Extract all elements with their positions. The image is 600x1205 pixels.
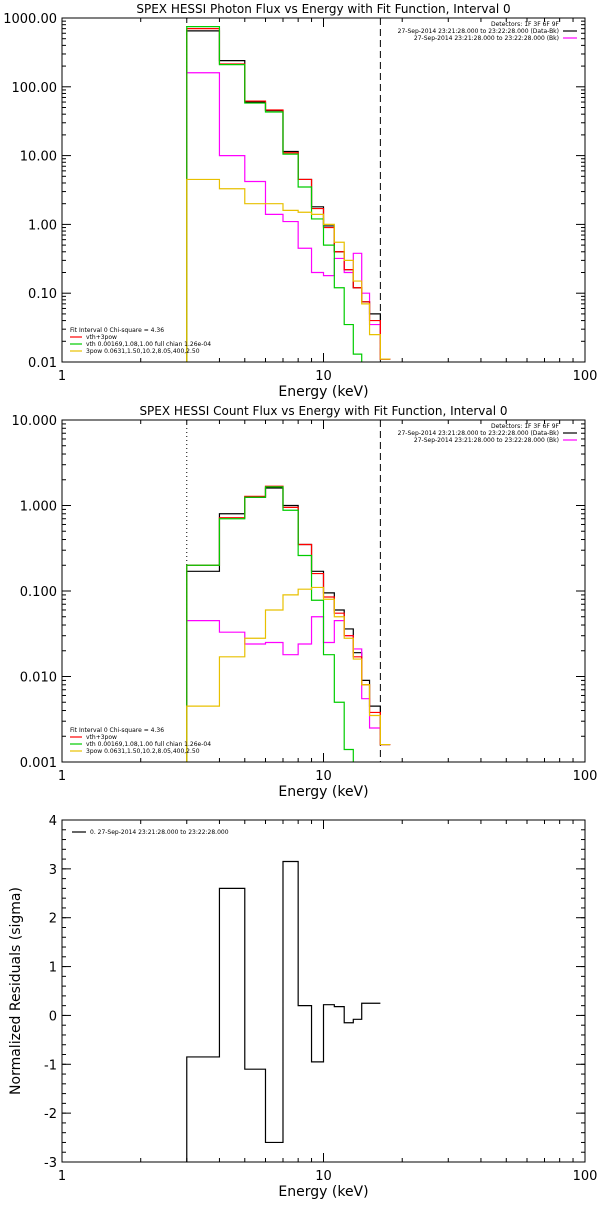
- fit-line: vth 0.00169,1.08,1.00 full chian 1.26e-0…: [86, 341, 211, 348]
- x-axis-label: Energy (keV): [278, 1184, 368, 1200]
- x-tick-label: 10: [315, 769, 332, 784]
- chart-title: SPEX HESSI Photon Flux vs Energy with Fi…: [136, 2, 510, 16]
- chart-title: SPEX HESSI Count Flux vs Energy with Fit…: [139, 404, 507, 418]
- fit-line: Fit Interval 0 Chi-square = 4.36: [70, 327, 164, 334]
- y-tick-label: 2: [49, 912, 57, 927]
- y-tick-label: -2: [44, 1107, 57, 1122]
- x-axis-label: Energy (keV): [278, 384, 368, 400]
- plot-frame: [61, 419, 586, 763]
- y-tick-label: 0.100: [20, 585, 57, 600]
- series-line-bk: [186, 616, 391, 762]
- y-tick-label: 1: [49, 961, 57, 976]
- series-line-vth: [186, 486, 354, 762]
- y-tick-label: -1: [44, 1058, 57, 1073]
- series-group: [186, 25, 391, 362]
- x-tick-label: 100: [573, 769, 598, 784]
- count-flux-panel: SPEX HESSI Count Flux vs Energy with Fit…: [12, 404, 598, 800]
- fit-line: 3pow 0.0631,1.50,10.2,8.05,400,2.50: [86, 748, 200, 755]
- legend-label: 0. 27-Sep-2014 23:21:28.000 to 23:22:28.…: [90, 829, 229, 836]
- header-line: 27-Sep-2014 23:21:28.000 to 23:22:28.000…: [414, 437, 559, 444]
- x-tick-label: 100: [573, 1169, 598, 1184]
- header-line: 27-Sep-2014 23:21:28.000 to 23:22:28.000…: [414, 35, 559, 42]
- y-tick-label: 4: [49, 814, 57, 829]
- series-line-0-27-sep-2014-23-21-28-000-to-23-22-28-000: [186, 860, 381, 1162]
- y-tick-label: 0.001: [20, 756, 57, 771]
- x-tick-label: 1: [58, 369, 66, 384]
- x-tick-label: 100: [573, 369, 598, 384]
- series-line-bk: [186, 72, 391, 362]
- y-tick-label: 1.000: [20, 500, 57, 515]
- series-line-data-bk: [186, 30, 391, 362]
- series-group: [186, 860, 381, 1162]
- y-tick-label: 3: [49, 863, 57, 878]
- fit-line: 3pow 0.0631,1.50,10.2,8.05,400,2.50: [86, 348, 200, 355]
- series-line-3pow: [186, 586, 391, 762]
- series-line-data-bk: [186, 487, 391, 762]
- series-line-vth-3pow: [186, 28, 391, 362]
- header-line: Detectors: 1F 3F 6F 9F: [491, 21, 560, 28]
- x-tick-label: 1: [58, 769, 66, 784]
- series-line-vth: [186, 25, 363, 362]
- fit-line: vth 0.00169,1.08,1.00 full chian 1.26e-0…: [86, 741, 211, 748]
- fit-line: Fit Interval 0 Chi-square = 4.36: [70, 727, 164, 734]
- fit-line: vth+3pow: [86, 734, 117, 741]
- fit-line: vth+3pow: [86, 334, 117, 341]
- plot-frame: [61, 17, 586, 363]
- y-tick-label: 1.00: [28, 218, 57, 233]
- y-tick-label: 1000.00: [3, 12, 57, 27]
- x-tick-label: 10: [315, 369, 332, 384]
- y-tick-label: -3: [44, 1156, 57, 1171]
- header-line: 27-Sep-2014 23:21:28.000 to 23:22:28.000…: [398, 430, 559, 437]
- plot-frame: [61, 819, 586, 1163]
- y-tick-label: 0.01: [28, 356, 57, 371]
- y-tick-label: 10.000: [12, 414, 58, 429]
- header-line: 27-Sep-2014 23:21:28.000 to 23:22:28.000…: [398, 28, 559, 35]
- series-line-3pow: [186, 178, 391, 362]
- x-axis-label: Energy (keV): [278, 784, 368, 800]
- header-line: Detectors: 1F 3F 6F 9F: [491, 423, 560, 430]
- y-tick-label: 10.00: [20, 150, 57, 165]
- series-line-vth-3pow: [186, 485, 391, 762]
- y-axis-label: Normalized Residuals (sigma): [8, 887, 24, 1095]
- y-tick-label: 0.010: [20, 671, 57, 686]
- photon-flux-panel: SPEX HESSI Photon Flux vs Energy with Fi…: [3, 2, 597, 400]
- y-tick-label: 0.10: [28, 287, 57, 302]
- residuals-panel: 1 10 100 Energy (keV) -3 -2 -1 0 1 2 3 4 Normalized …: [8, 814, 597, 1200]
- y-tick-label: 100.00: [12, 81, 58, 96]
- series-group: [186, 485, 391, 762]
- x-tick-label: 1: [58, 1169, 66, 1184]
- y-tick-label: 0: [49, 1009, 57, 1024]
- x-tick-label: 10: [315, 1169, 332, 1184]
